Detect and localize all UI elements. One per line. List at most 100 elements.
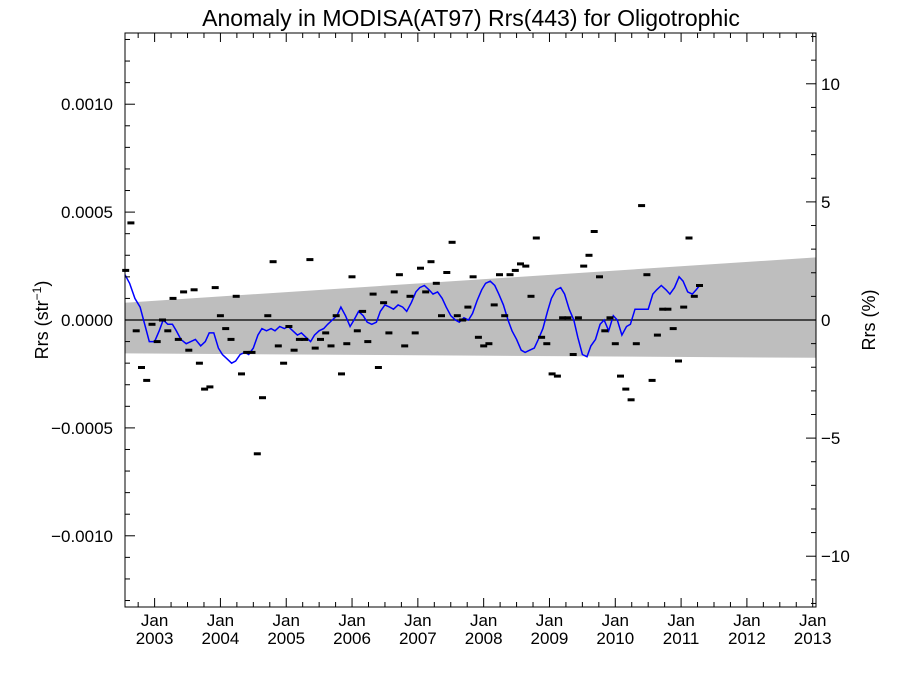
data-point (474, 335, 482, 339)
data-point (359, 309, 367, 313)
x-axis: Jan2003Jan2004Jan2005Jan2006Jan2007Jan20… (136, 33, 832, 648)
chart-title: Anomaly in MODISA(AT97) Rrs(443) for Oli… (202, 5, 740, 31)
y-axis-left-label: Rrs (str−1) (30, 281, 52, 360)
x-tick-label-month: Jan (667, 611, 694, 630)
data-point (222, 327, 230, 331)
data-point (580, 264, 588, 268)
data-point (490, 303, 498, 307)
data-point (569, 353, 577, 356)
x-tick-label-year: 2007 (399, 629, 437, 648)
data-point (553, 374, 561, 378)
data-point (506, 273, 514, 277)
data-point (538, 335, 546, 339)
data-point (180, 290, 188, 294)
data-point (201, 387, 209, 391)
y-right-tick-label: −5 (821, 429, 840, 448)
data-point (195, 361, 203, 365)
x-tick-label-month: Jan (470, 611, 497, 630)
data-point (148, 322, 156, 326)
data-point (543, 342, 551, 346)
y-axis-right-label: Rrs (%) (859, 290, 879, 351)
data-point (459, 318, 467, 322)
y-right-tick-label: 5 (821, 193, 830, 212)
data-point (469, 275, 477, 279)
data-point (632, 342, 640, 346)
data-point (422, 290, 430, 294)
y-left-tick-label: 0.0000 (61, 311, 113, 330)
data-point (606, 316, 614, 320)
data-point (659, 307, 667, 311)
data-point (311, 346, 319, 350)
data-point (653, 333, 661, 337)
data-point (174, 337, 182, 341)
smoothed-series-layer (124, 274, 701, 365)
data-point (690, 294, 698, 298)
data-point (574, 316, 582, 320)
data-point (532, 236, 540, 240)
data-point (527, 294, 535, 298)
data-point (132, 329, 140, 333)
data-point (253, 452, 261, 456)
data-point (332, 314, 340, 318)
data-point (238, 372, 245, 376)
data-point (590, 230, 598, 233)
data-point (322, 331, 330, 335)
y-left-tick-label: 0.0005 (61, 203, 113, 222)
data-point (317, 337, 324, 341)
data-point (622, 387, 630, 391)
data-point (496, 273, 503, 277)
data-point (259, 396, 266, 400)
y-axis-left: 0.0010 0.0005 0.0000 −0.0005 −0.0010 (51, 38, 135, 602)
data-point (264, 314, 272, 318)
data-point (190, 288, 198, 292)
y-left-tick-label: 0.0010 (61, 95, 113, 114)
data-point (685, 236, 693, 240)
data-point (164, 329, 172, 333)
data-point (369, 292, 377, 296)
data-point (364, 340, 372, 344)
data-point (353, 329, 361, 333)
x-tick-label-year: 2003 (136, 629, 174, 648)
data-point (211, 286, 219, 290)
data-point (295, 337, 303, 341)
y-axis-left-label-superscript: −1 (30, 286, 44, 300)
data-point (522, 264, 530, 268)
data-point (411, 331, 419, 335)
data-point (401, 344, 409, 348)
data-point (432, 281, 440, 285)
y-axis-left-label-close: ) (32, 281, 52, 287)
data-point (206, 385, 214, 389)
data-point (669, 327, 677, 331)
y-left-tick-label: −0.0005 (51, 419, 113, 438)
x-tick-label-year: 2010 (596, 629, 634, 648)
data-point (227, 337, 235, 341)
data-point (380, 301, 388, 305)
smoothed-series-line (124, 274, 701, 365)
data-point (517, 262, 524, 266)
data-point (338, 372, 345, 376)
x-tick-label-year: 2013 (794, 629, 832, 648)
x-tick-label-year: 2004 (202, 629, 240, 648)
x-tick-label-year: 2006 (333, 629, 371, 648)
x-tick-label-month: Jan (273, 611, 300, 630)
data-point (601, 329, 609, 333)
data-point (169, 296, 177, 300)
x-tick-label-month: Jan (338, 611, 365, 630)
data-point (306, 258, 314, 262)
data-point (301, 337, 309, 341)
x-tick-label-month: Jan (733, 611, 760, 630)
data-point (585, 253, 593, 257)
data-point (348, 275, 356, 279)
data-point (511, 268, 519, 272)
data-point (638, 204, 646, 208)
data-point (127, 221, 135, 225)
data-point (385, 331, 393, 335)
x-tick-label-month: Jan (536, 611, 563, 630)
x-tick-label-year: 2011 (663, 629, 700, 648)
data-point (696, 284, 703, 287)
data-point (611, 342, 619, 346)
data-point (216, 314, 224, 318)
y-right-tick-label: −10 (821, 547, 850, 566)
data-point (548, 372, 556, 376)
x-tick-label-year: 2012 (728, 629, 766, 648)
